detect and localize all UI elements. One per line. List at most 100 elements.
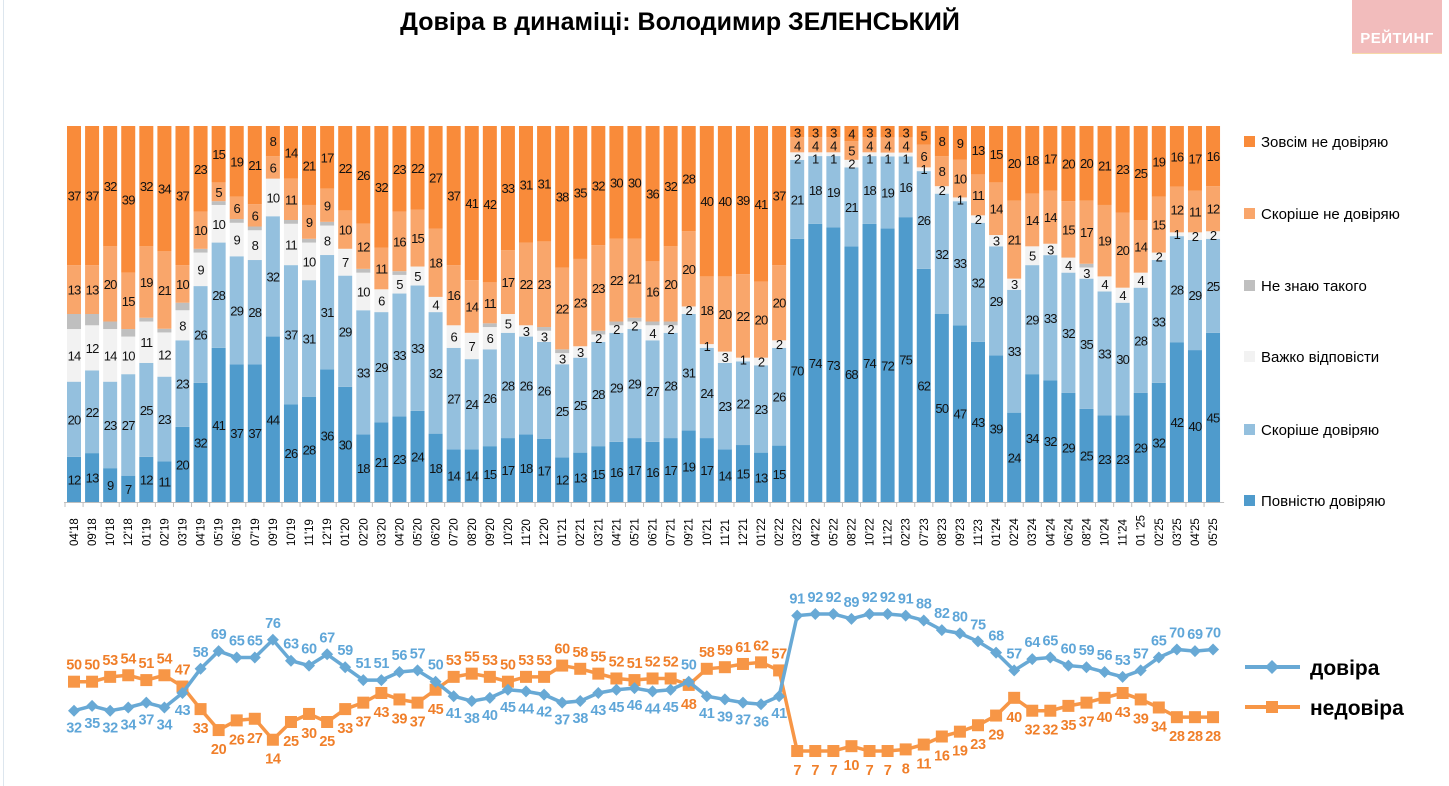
trust-point: [212, 645, 225, 658]
x-tick-label: 11'20: [521, 519, 533, 546]
trust-point: [953, 627, 966, 640]
bar-label-rather_trust: 31: [682, 365, 695, 380]
bar-segment-dont_know: [1079, 263, 1094, 268]
bar-label-not_trust: 15: [990, 147, 1003, 162]
bar-label-full_trust: 15: [483, 467, 496, 482]
trust-value-label: 56: [392, 648, 408, 664]
bar-segment-full_trust: [338, 386, 353, 502]
bar-label-full_trust: 23: [1116, 452, 1129, 467]
x-tick-label: 02'22: [774, 518, 786, 546]
x-tick-label: 06'21: [648, 518, 660, 546]
trust-value-label: 92: [880, 590, 896, 606]
bar-segment-rather_trust: [1115, 302, 1130, 416]
trust-value-label: 70: [1205, 625, 1221, 641]
x-tick-label: 02'25: [1154, 518, 1166, 546]
bar-segment-rather_trust: [663, 332, 678, 439]
bar-label-rather_trust: 28: [592, 387, 605, 402]
bar-segment-hard_to_say: [1097, 276, 1112, 292]
trust-value-label: 50: [428, 658, 444, 674]
bar-label-hard_to_say: 2: [1192, 229, 1199, 244]
trust-point: [863, 607, 876, 620]
bar-label-hard_to_say: 3: [1011, 277, 1018, 292]
distrust-value-label: 28: [1205, 729, 1221, 745]
trust-value-label: 36: [753, 714, 769, 730]
x-tick-label: 11'21: [720, 519, 732, 546]
bar-label-hard_to_say: 11: [285, 237, 297, 252]
trust-point: [628, 682, 641, 695]
bar-segment-full_trust: [952, 325, 967, 502]
distrust-value-label: 23: [970, 737, 986, 753]
bar-segment-rather_not_trust: [519, 242, 533, 326]
bar-segment-rather_not_trust: [157, 251, 172, 329]
bar-segment-rather_trust: [772, 347, 787, 446]
bar-segment-full_trust: [555, 457, 570, 502]
x-tick-label: 05'20: [413, 518, 425, 546]
bar-label-full_trust: 70: [791, 363, 804, 378]
bar-segment-full_trust: [772, 445, 787, 502]
bar-segment-rather_not_trust: [392, 211, 407, 272]
bar-stack-08'22: 452 21 68: [844, 126, 859, 502]
bar-segment-not_trust: [320, 126, 335, 189]
bar-segment-not_trust: [989, 126, 1004, 183]
distrust-point: [284, 716, 297, 728]
trust-point: [465, 695, 478, 708]
bar-label-rather_not_trust: 10: [176, 277, 189, 292]
x-tick-label: 03'21: [593, 518, 605, 546]
trust-point: [375, 674, 388, 687]
bar-stack-02'21: 35 23 3 25 13: [573, 126, 588, 502]
distrust-value-label: 28: [1169, 729, 1185, 745]
logo-text: РЕЙТИНГ: [1360, 30, 1434, 47]
bar-label-hard_to_say: 14: [68, 348, 81, 363]
bar-segment-rather_not_trust: [880, 137, 895, 153]
bar-segment-rather_not_trust: [428, 228, 443, 297]
bar-label-full_trust: 62: [917, 378, 930, 393]
bar-segment-dont_know: [663, 321, 678, 326]
bar-segment-full_trust: [1169, 342, 1184, 502]
bar-label-not_trust: 17: [1044, 151, 1057, 166]
bar-label-not_trust: 16: [1170, 149, 1183, 164]
bar-segment-full_trust: [1206, 332, 1221, 502]
legend-item-distrust: недовіра: [1245, 697, 1404, 720]
distrust-value-label: 7: [793, 763, 801, 779]
bar-segment-not_trust: [175, 126, 190, 266]
bar-segment-hard_to_say: [862, 152, 877, 157]
trust-point: [140, 696, 153, 709]
trust-value-label: 37: [139, 713, 155, 729]
bar-segment-rather_not_trust: [591, 245, 606, 331]
bar-segment-rather_trust: [790, 159, 805, 239]
bar-segment-not_trust: [428, 126, 443, 229]
bar-label-hard_to_say: 1: [740, 353, 747, 368]
distrust-point: [212, 724, 225, 737]
bar-segment-rather_trust: [681, 314, 696, 431]
bar-segment-not_trust: [573, 126, 588, 259]
bar-label-rather_trust: 31: [303, 331, 316, 346]
trust-value-label: 51: [356, 656, 372, 672]
trust-point: [827, 607, 840, 620]
bar-label-rather_trust: 35: [1080, 337, 1093, 352]
bar-label-hard_to_say: 4: [1119, 288, 1126, 303]
bar-segment-rather_trust: [1061, 272, 1076, 393]
bar-label-hard_to_say: 2: [631, 318, 638, 333]
bar-segment-rather_not_trust: [681, 231, 696, 307]
bar-label-full_trust: 12: [68, 472, 81, 487]
trust-point: [592, 686, 605, 699]
bar-segment-rather_not_trust: [464, 280, 479, 333]
distrust-value-label: 37: [356, 715, 372, 731]
x-tick-label: 07'19: [250, 518, 262, 546]
trust-value-label: 82: [934, 606, 950, 622]
distrust-value-label: 45: [428, 702, 444, 718]
bar-label-not_trust: 35: [574, 185, 587, 200]
trust-value-label: 64: [1024, 635, 1040, 651]
bar-label-rather_trust: 20: [68, 412, 81, 427]
bar-segment-hard_to_say: [1169, 232, 1184, 237]
bar-segment-not_trust: [1097, 126, 1112, 205]
bar-label-rather_trust: 27: [646, 384, 659, 399]
distrust-value-label: 55: [591, 650, 607, 666]
bar-label-not_trust: 3: [902, 126, 909, 141]
x-tick-label: 06'20: [431, 518, 443, 546]
bar-segment-rather_trust: [265, 216, 280, 337]
bar-label-rather_not_trust: 8: [939, 164, 946, 179]
x-tick-label: 03'19: [177, 518, 189, 546]
bar-stack-10'24: 21 19 4 33 23: [1097, 126, 1112, 502]
bar-label-rather_trust: 25: [574, 398, 587, 413]
